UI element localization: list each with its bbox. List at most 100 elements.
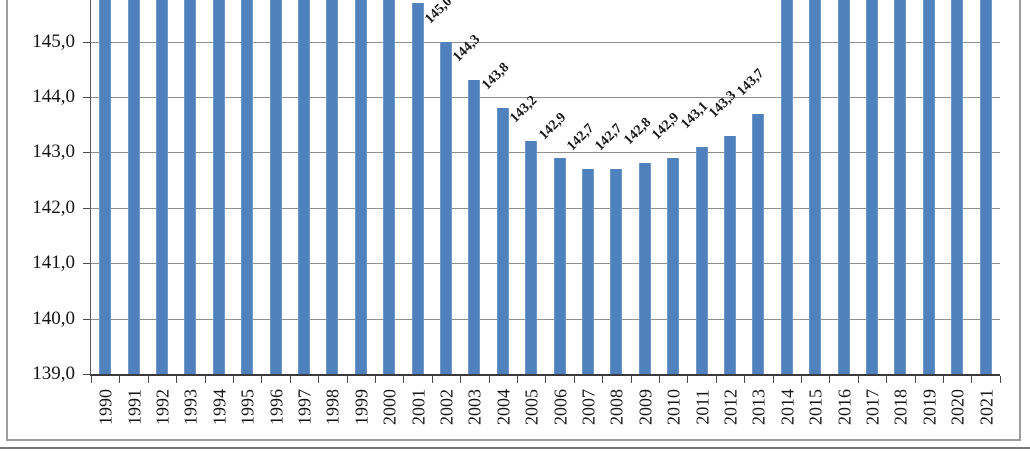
bar-2006 xyxy=(553,157,566,374)
x-axis-label-2012: 2012 xyxy=(720,389,741,425)
bar-1992 xyxy=(156,0,168,374)
x-axis-label-2020: 2020 xyxy=(947,389,968,425)
bar-2002 xyxy=(440,41,452,374)
frame-border-bottom xyxy=(6,439,1021,441)
x-axis-label-2007: 2007 xyxy=(578,389,599,425)
y-axis-label: 145,0 xyxy=(32,30,75,52)
data-label-2011: 143,1 xyxy=(677,98,711,132)
x-axis-tick xyxy=(517,376,518,383)
data-label-2004: 143,8 xyxy=(479,60,513,94)
data-label-2003: 144,3 xyxy=(450,32,484,66)
x-axis-tick xyxy=(318,376,320,383)
y-axis-label: 140,0 xyxy=(32,307,75,329)
x-axis-tick xyxy=(914,376,916,383)
x-axis-tick xyxy=(261,376,263,383)
y-axis-label: 142,0 xyxy=(32,196,75,218)
data-label-2002: 145,0 xyxy=(422,0,456,27)
x-axis-label-2001: 2001 xyxy=(408,389,429,425)
x-axis-label-2021: 2021 xyxy=(976,389,997,425)
bar-2005 xyxy=(525,141,538,374)
x-axis-tick xyxy=(176,376,178,383)
bar-2014 xyxy=(780,0,793,374)
x-axis-tick xyxy=(147,376,149,383)
bar-2015 xyxy=(809,0,822,374)
x-axis-tick xyxy=(91,376,92,383)
y-axis-line xyxy=(90,0,91,375)
bar-2010 xyxy=(667,157,680,374)
bar-2017 xyxy=(866,0,878,374)
bar-2013 xyxy=(752,113,765,374)
x-axis-tick xyxy=(715,376,717,383)
x-axis-tick xyxy=(857,376,859,383)
bar-2003 xyxy=(468,80,481,374)
bar-2009 xyxy=(638,163,651,374)
y-axis-label: 143,0 xyxy=(32,141,75,163)
x-axis-tick xyxy=(886,376,888,383)
bar-2018 xyxy=(894,0,907,374)
bar-2000 xyxy=(383,0,396,374)
x-axis-label-1992: 1992 xyxy=(152,389,173,425)
x-axis-label-2000: 2000 xyxy=(379,389,400,425)
x-axis-line xyxy=(90,374,1000,376)
bar-2021 xyxy=(979,0,992,374)
bar-1995 xyxy=(241,0,254,374)
x-axis-label-2005: 2005 xyxy=(521,389,542,425)
bar-1998 xyxy=(326,0,339,374)
x-axis-tick xyxy=(602,376,604,383)
bar-2001 xyxy=(411,2,424,374)
bar-1997 xyxy=(298,0,310,374)
x-axis-label-2018: 2018 xyxy=(890,389,911,425)
x-axis-label-2016: 2016 xyxy=(834,389,855,425)
x-axis-label-2006: 2006 xyxy=(550,389,571,425)
gridline xyxy=(91,318,1000,320)
data-label-2013: 143,7 xyxy=(734,65,768,99)
x-axis-tick xyxy=(488,376,490,383)
bar-2012 xyxy=(724,135,736,374)
y-axis-tick xyxy=(83,207,91,209)
gridline xyxy=(91,207,1000,209)
x-axis-label-2011: 2011 xyxy=(692,389,713,425)
x-axis-tick xyxy=(204,376,206,383)
y-axis-label: 141,0 xyxy=(32,252,75,274)
bar-2008 xyxy=(610,169,623,374)
bar-2011 xyxy=(695,146,708,374)
bar-2004 xyxy=(496,108,509,374)
bar-1994 xyxy=(212,0,225,374)
x-axis-label-1998: 1998 xyxy=(322,389,343,425)
bar-2016 xyxy=(837,0,850,374)
x-axis-label-2019: 2019 xyxy=(919,389,940,425)
gridline xyxy=(91,97,1000,98)
data-label-2005: 143,2 xyxy=(507,93,541,127)
y-axis-tick xyxy=(83,374,91,375)
frame-border-right xyxy=(1019,0,1021,440)
bar-1990 xyxy=(99,0,112,374)
x-axis-label-1999: 1999 xyxy=(351,389,372,425)
data-label-2010: 142,9 xyxy=(649,110,683,143)
gridline xyxy=(91,263,1000,265)
x-axis-label-2015: 2015 xyxy=(805,389,826,425)
y-axis-tick xyxy=(83,152,91,154)
x-axis-label-2009: 2009 xyxy=(635,389,656,425)
x-axis-tick xyxy=(573,376,575,383)
x-axis-tick xyxy=(687,376,689,383)
x-axis-tick xyxy=(971,376,973,383)
bar-1991 xyxy=(127,0,140,374)
x-axis-label-2004: 2004 xyxy=(493,389,514,425)
x-axis-tick xyxy=(829,376,831,383)
x-axis-label-2017: 2017 xyxy=(862,389,883,425)
data-label-2006: 142,9 xyxy=(535,110,569,143)
bar-1996 xyxy=(269,0,282,374)
x-axis-tick xyxy=(233,376,234,383)
x-axis-label-1995: 1995 xyxy=(237,389,258,425)
x-axis-label-2013: 2013 xyxy=(748,389,769,425)
x-axis-label-2010: 2010 xyxy=(663,389,684,425)
data-label-2007: 142,7 xyxy=(564,121,598,155)
bar-1993 xyxy=(184,0,197,374)
frame-border-left xyxy=(6,0,8,440)
x-axis-tick xyxy=(375,376,376,383)
x-axis-tick xyxy=(772,376,774,383)
x-axis-label-1994: 1994 xyxy=(209,389,230,425)
y-axis-tick xyxy=(83,263,91,265)
bar-2019 xyxy=(922,0,935,374)
